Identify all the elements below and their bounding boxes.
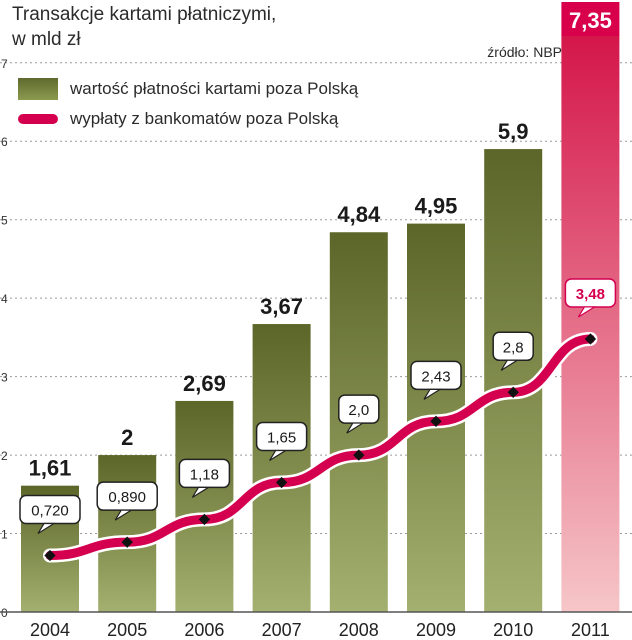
bar-value-label: 2,69 [183,371,226,396]
bar-label-box-2011 [561,2,620,36]
bar-2011 [561,35,620,613]
legend-item-line: wypłaty z bankomatów poza Polską [18,104,358,134]
y-tick-label: 6 [1,135,8,149]
y-tick-label: 5 [1,214,8,228]
bar-value-label: 3,67 [260,294,303,319]
line-value-label: 1,65 [267,430,296,447]
line-value-label: 2,0 [348,402,369,419]
bar-2007 [252,324,311,612]
y-tick-label: 1 [1,528,8,542]
y-tick-label: 3 [1,371,8,385]
legend-swatch-bars [18,78,58,100]
line-marker-2004 [44,549,56,562]
chart-title-line2: w mld zł [12,29,81,50]
y-tick-label: 0 [1,606,8,620]
line-label-pointer [423,388,443,400]
line-value-label: 0,890 [108,489,146,506]
x-tick-label: 2011 [571,620,610,640]
bar-value-label: 2 [121,425,133,450]
x-tick-label: 2010 [493,620,533,640]
bar-2006 [175,400,234,612]
line-value-label: 2,8 [503,339,524,356]
line-label-pointer [191,486,211,498]
axes: 0 1 2 3 4 5 6 7 2004 2005 2006 2007 2008 2009 2010 2011 [0,57,632,640]
x-tick-label: 2006 [184,620,224,640]
line-marker-2010 [507,386,519,398]
line-value-label: 1,18 [190,466,219,483]
legend: wartość płatności kartami poza Polską wy… [18,74,358,134]
line-label-pointer [500,359,520,371]
bar-value-label: 4,84 [337,202,381,227]
chart-title: Transakcje kartami płatniczymi, w mld zł [12,2,276,52]
chart-title-line1: Transakcje kartami płatniczymi, [12,4,277,25]
line-marker-2006 [198,513,211,526]
line-series [43,331,598,563]
line-label-pointer [577,306,597,318]
line-label-pointer [269,449,288,462]
data-labels: 1,61 2 2,69 3,67 4,84 4,95 5,9 7,35 0,720 0,890 1,… [19,2,620,535]
legend-label-bars: wartość płatności kartami poza Polską [70,79,359,98]
source-note: źródło: NBP [487,44,562,60]
x-tick-label: 2007 [262,620,302,640]
x-tick-label: 2008 [339,620,379,640]
line-marker-2007 [275,476,288,489]
line-label-pointer [114,509,134,521]
bar-value-label: 5,9 [498,119,529,144]
legend-swatch-line [18,114,58,124]
line-marker-2011 [584,333,597,345]
bar-value-label: 1,61 [29,456,72,481]
line-marker-2008 [353,449,365,461]
line-value-label: 3,48 [576,286,605,303]
line-value-label: 2,43 [421,368,450,385]
y-tick-label: 7 [1,57,8,71]
line-value-label: 0,720 [31,503,69,520]
x-tick-label: 2005 [107,620,147,640]
x-tick-label: 2004 [30,620,70,640]
legend-item-bars: wartość płatności kartami poza Polską [18,74,358,104]
line-marker-2009 [430,415,442,427]
legend-label-line: wypłaty z bankomatów poza Polską [70,109,339,128]
bar-value-label: 4,95 [415,194,458,219]
bar-value-label: 7,35 [569,8,612,33]
line-label-pointer [37,522,57,535]
line-label-pointer [346,422,365,434]
y-tick-label: 2 [1,449,8,463]
y-tick-label: 4 [1,292,8,306]
x-tick-label: 2009 [416,620,456,640]
